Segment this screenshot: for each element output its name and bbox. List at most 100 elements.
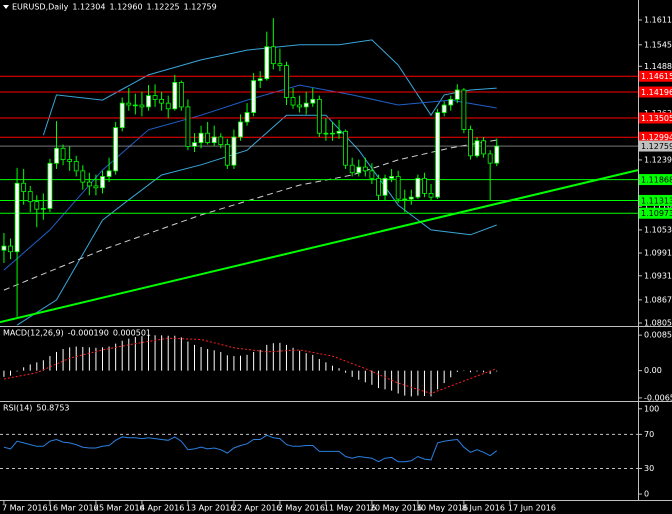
x-tick-label: 7 Mar 2016	[2, 504, 48, 513]
candle-body	[264, 46, 270, 80]
candle-body	[284, 65, 289, 98]
level-label: 1.10973	[641, 209, 672, 218]
candle-body	[316, 98, 322, 134]
level-label-box	[639, 194, 672, 206]
level-label: 1.14615	[641, 72, 672, 81]
candle-body	[343, 130, 349, 166]
candle-body	[1, 245, 7, 251]
level-label: 1.12994	[641, 133, 672, 142]
ohlc-value: 1.12960	[109, 3, 142, 12]
candle-body	[323, 132, 329, 135]
candle-body	[165, 102, 171, 110]
level-label: 1.11313	[641, 196, 672, 205]
candle-body	[152, 95, 158, 100]
candle-body	[297, 104, 303, 108]
macd-value: -0.000190	[68, 329, 109, 338]
candle-body	[481, 140, 486, 155]
candle-body	[435, 112, 440, 198]
candle-body	[310, 98, 316, 104]
candle-body	[60, 147, 66, 160]
candle-body	[356, 166, 362, 174]
candle-body	[422, 177, 427, 194]
x-tick-label: 8 Jun 2016	[462, 504, 505, 513]
y-tick-label: 0.00	[644, 366, 662, 375]
y-tick-label: 1.11160	[644, 202, 672, 211]
level-label-box	[639, 207, 672, 219]
collapse-icon	[3, 5, 9, 9]
candle-body	[428, 193, 434, 198]
candle-body	[448, 98, 454, 106]
candle-body	[205, 132, 211, 144]
ohlc-value: 1.12225	[147, 3, 180, 12]
candle-body	[330, 132, 335, 135]
candle-body	[106, 170, 112, 177]
candle-body	[468, 129, 473, 157]
candle-body	[402, 198, 408, 201]
candle-body	[126, 102, 132, 106]
candle-body	[290, 97, 296, 106]
candle-body	[376, 177, 381, 196]
candle-body	[454, 89, 460, 100]
x-tick-label: 11 May 2016	[324, 504, 376, 513]
candle-body	[224, 144, 230, 166]
y-tick-label: 1.12390	[644, 155, 672, 164]
candle-body	[487, 153, 493, 164]
candle-body	[244, 112, 250, 123]
level-label: 1.13505	[641, 114, 672, 123]
candle-body	[21, 182, 27, 192]
level-label-box	[639, 70, 672, 82]
level-label: 1.14196	[641, 88, 672, 97]
candle-body	[185, 106, 191, 147]
candle-body	[251, 80, 257, 113]
candle-body	[172, 82, 178, 110]
candle-body	[198, 132, 204, 144]
x-tick-label: 2 May 2016	[278, 504, 325, 513]
level-label-box	[639, 112, 672, 124]
candle-body	[139, 104, 145, 108]
candle-body	[34, 201, 40, 210]
y-tick-label: 100	[644, 404, 659, 413]
candle-body	[67, 159, 73, 162]
candle-body	[441, 104, 447, 113]
level-label-box	[639, 86, 672, 98]
candle-body	[415, 177, 421, 198]
x-tick-label: 17 Jun 2016	[508, 504, 556, 513]
candle-body	[86, 181, 92, 187]
y-tick-label: -0.006553	[644, 393, 672, 402]
candle-body	[382, 177, 388, 196]
ohlc-value: 1.12759	[184, 3, 217, 12]
candle-body	[178, 82, 184, 108]
y-tick-label: 0	[644, 490, 649, 499]
price-label-box	[639, 140, 672, 152]
candle-body	[27, 191, 33, 203]
y-tick-label: 0.008545	[644, 331, 672, 340]
candle-body	[40, 208, 46, 210]
y-tick-label: 1.09310	[644, 271, 672, 280]
candle-body	[73, 161, 79, 172]
x-tick-label: 22 Apr 2016	[232, 504, 281, 513]
x-tick-label: 25 Mar 2016	[94, 504, 145, 513]
candle-body	[192, 142, 197, 147]
rsi-line	[3, 434, 498, 463]
candle-body	[231, 136, 237, 166]
candle-body	[389, 176, 395, 179]
y-tick-label: 1.14880	[644, 62, 672, 71]
candle-body	[132, 104, 138, 107]
level-label-box	[639, 174, 672, 186]
y-tick-label: 1.08055	[644, 318, 672, 327]
macd-title: MACD(12,26,9)	[3, 329, 64, 338]
candle-body	[218, 136, 224, 145]
x-tick-label: 4 Apr 2016	[140, 504, 184, 513]
price-label: 1.12759	[641, 142, 672, 151]
symbol-title: EURUSD,Daily	[12, 3, 69, 12]
candle-body	[461, 89, 467, 130]
candle-body	[369, 170, 375, 179]
y-tick-label: 1.08670	[644, 295, 672, 304]
candle-body	[336, 130, 342, 134]
y-tick-label: 30	[644, 464, 654, 473]
indicator-line	[42, 39, 497, 136]
candle-body	[8, 245, 13, 253]
candle-body	[93, 185, 99, 189]
